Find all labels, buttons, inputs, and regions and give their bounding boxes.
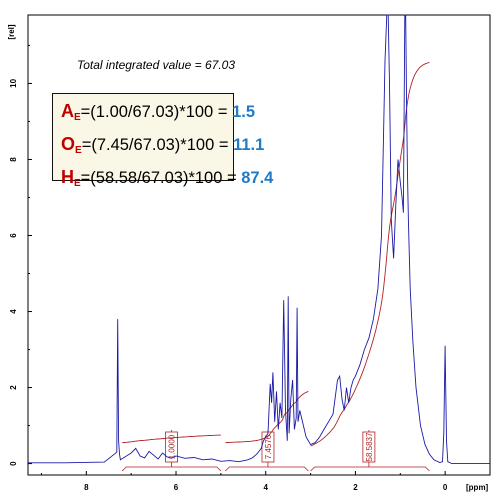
formula-result: 1.5: [232, 103, 255, 121]
formula-symbol: H: [61, 167, 74, 187]
y-tick-label: 2: [9, 385, 18, 390]
y-tick-label: 8: [9, 157, 18, 162]
integral-bracket: [121, 466, 222, 472]
y-tick-label: 6: [9, 233, 18, 238]
formula-symbol: A: [61, 101, 74, 121]
formula-subscript: E: [75, 145, 82, 156]
x-tick-label: 6: [174, 483, 179, 492]
formula-expression: =(7.45/67.03)*100 =: [81, 136, 229, 154]
formula-subscript: E: [74, 112, 81, 123]
x-tick-label: 0: [443, 483, 448, 492]
formula-result: 87.4: [241, 169, 274, 187]
integral-label-box: [362, 431, 376, 463]
integral-curves: [122, 62, 430, 447]
y-axis: 0 2 4 6 8 10: [9, 44, 32, 466]
formula-expression: =(58.58/67.03)*100 =: [80, 169, 237, 187]
integral-label: 1.0000: [168, 434, 177, 459]
integral-curve: [225, 390, 309, 444]
formula-subscript: E: [74, 178, 81, 189]
x-unit-label: [ppm]: [466, 483, 489, 492]
formula-row-aromatic: AE=(1.00/67.03)*100 = 1.5: [61, 98, 255, 131]
y-unit-label: [rel]: [7, 24, 16, 39]
formula-result: 11.1: [233, 136, 265, 154]
formula-row-aliphatic: HE=(58.58/67.03)*100 = 87.4: [61, 164, 273, 197]
integral-curve: [310, 62, 430, 447]
integral-bracket: [310, 466, 430, 472]
x-tick-label: 8: [84, 483, 89, 492]
y-tick-label: 0: [9, 461, 18, 466]
x-tick-label: 4: [264, 483, 269, 492]
x-axis: 8 6 4 2 0: [40, 471, 491, 492]
plot-frame: [27, 14, 491, 476]
integral-brackets: 1.0000 7.4576 58.5837: [121, 430, 430, 472]
total-integrated-value: Total integrated value = 67.03: [77, 58, 236, 72]
integral-curve: [122, 434, 221, 444]
percentage-formula-box: AE=(1.00/67.03)*100 = 1.5 OE=(7.45/67.03…: [52, 93, 273, 189]
spectrum-line: [28, 14, 490, 465]
integral-label: 58.5837: [365, 432, 374, 461]
integral-label-box: [165, 431, 178, 463]
formula-row-olefinic: OE=(7.45/67.03)*100 = 11.1: [61, 131, 264, 164]
y-tick-label: 4: [9, 309, 18, 314]
integral-bracket: [225, 466, 309, 472]
formula-symbol: O: [61, 134, 76, 154]
integral-label: 7.4576: [264, 434, 273, 459]
x-tick-label: 2: [353, 483, 358, 492]
y-tick-label: 10: [9, 78, 18, 87]
formula-expression: =(1.00/67.03)*100 =: [80, 103, 228, 121]
